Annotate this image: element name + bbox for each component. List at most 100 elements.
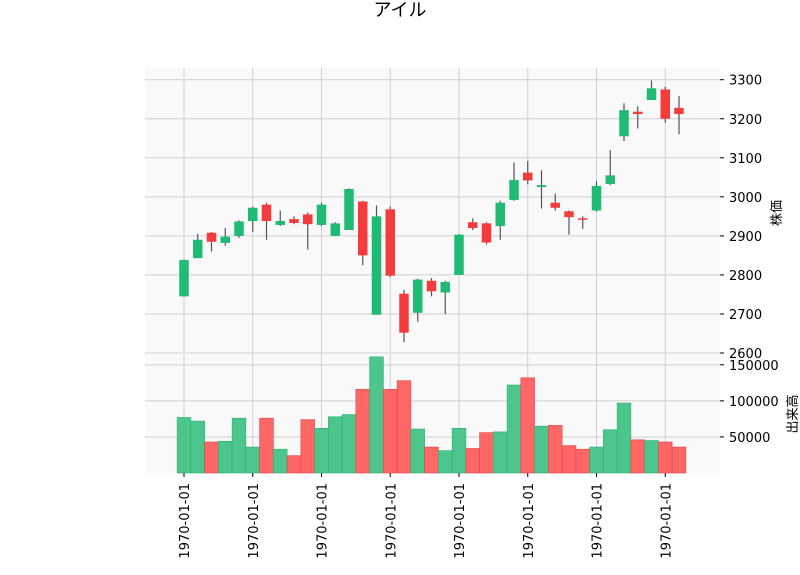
candle-body — [344, 189, 354, 231]
volume-bar — [603, 429, 618, 474]
candle-body — [206, 232, 217, 242]
volume-bar — [534, 425, 549, 474]
volume-bar — [438, 450, 453, 474]
volume-tick-label: 100000 — [729, 395, 779, 410]
volume-bar — [410, 428, 425, 474]
candle-body — [440, 281, 450, 293]
volume-bar — [341, 414, 357, 474]
volume-bar — [479, 432, 494, 474]
volume-bar — [273, 448, 288, 474]
volume-bar — [424, 446, 439, 474]
volume-bar — [493, 431, 508, 474]
date-tick-label: 1970-01-01 — [247, 483, 262, 559]
volume-bar — [383, 389, 398, 474]
candle-body — [179, 260, 189, 297]
volume-bar — [671, 446, 687, 474]
volume-bar — [204, 441, 219, 474]
date-tick-label: 1970-01-01 — [591, 483, 606, 559]
volume-axis-label: 出来高 — [785, 394, 800, 433]
price-tick-label: 2700 — [729, 308, 762, 323]
candle-body — [303, 214, 313, 225]
volume-bar — [176, 417, 192, 474]
volume-bar — [465, 448, 480, 474]
candle-body — [261, 204, 272, 222]
candle-body — [564, 211, 574, 218]
candle-body — [481, 223, 492, 243]
volume-bar — [369, 356, 384, 474]
volume-bar — [259, 417, 274, 474]
candle-body — [193, 239, 203, 259]
price-tick-label: 3000 — [729, 191, 762, 206]
date-tick-label: 1970-01-01 — [522, 483, 537, 559]
volume-bar — [286, 455, 302, 474]
volume-bar — [231, 417, 247, 474]
volume-bar — [644, 440, 659, 474]
candle-body — [413, 279, 423, 313]
candle-body — [633, 111, 643, 115]
volume-bar — [300, 419, 315, 474]
candle-body — [468, 222, 478, 229]
candle-body — [454, 234, 464, 275]
volume-bar — [658, 441, 673, 474]
candle-body — [619, 110, 629, 137]
volume-bar — [589, 446, 604, 474]
candle-body — [660, 89, 670, 119]
chart-title: アイル — [373, 0, 426, 21]
candle-body — [536, 185, 547, 188]
candle-body — [605, 175, 615, 184]
candle-body — [220, 236, 230, 243]
candle-body — [275, 221, 285, 225]
price-tick-label: 3100 — [729, 152, 762, 167]
volume-tick-label: 50000 — [729, 431, 770, 446]
volume-bar — [245, 446, 260, 474]
price-axis: 2600 2700 2800 2900 3000 3100 3200 3300 — [720, 74, 762, 362]
volume-bar — [561, 445, 577, 474]
volume-bar — [616, 402, 632, 474]
candle-body — [234, 221, 244, 236]
candle-body — [399, 293, 409, 333]
candle-body — [358, 201, 368, 256]
date-tick-label: 1970-01-01 — [453, 483, 468, 559]
candle-body — [289, 219, 299, 223]
volume-bar — [506, 384, 522, 474]
date-axis: 1970-01-01 1970-01-01 1970-01-01 1970-01-01… — [178, 473, 674, 559]
candle-body — [316, 204, 327, 225]
volume-bar — [548, 425, 563, 474]
price-tick-label: 3300 — [729, 74, 762, 89]
volume-bar — [451, 427, 467, 474]
candle-body — [509, 180, 519, 200]
candle-body — [523, 172, 533, 181]
volume-bar — [328, 416, 343, 474]
candle-body — [591, 185, 602, 211]
candle-body — [330, 223, 340, 236]
candle-body — [371, 216, 382, 315]
price-axis-label: 株価 — [770, 200, 785, 226]
price-tick-label: 3200 — [729, 113, 762, 128]
candle-body — [646, 88, 657, 101]
volume-axis: 50000 100000 150000 — [720, 359, 779, 446]
volume-bar — [520, 377, 535, 474]
date-tick-label: 1970-01-01 — [384, 483, 399, 559]
date-tick-label: 1970-01-01 — [178, 483, 193, 559]
volume-bar — [630, 439, 645, 474]
price-tick-label: 2800 — [729, 269, 762, 284]
price-panel-background — [145, 68, 720, 353]
candle-body — [578, 218, 588, 220]
candle-body — [248, 207, 258, 222]
candle-body — [495, 202, 505, 227]
volume-bar — [190, 420, 205, 474]
price-tick-label: 2900 — [729, 230, 762, 245]
price-candles — [179, 80, 684, 343]
candle-body — [385, 209, 395, 276]
volume-bar — [314, 427, 329, 474]
candle-body — [550, 202, 560, 208]
volume-bar — [396, 380, 412, 474]
volume-bar — [218, 440, 233, 474]
candle-body — [674, 107, 684, 115]
volume-bar — [575, 448, 590, 474]
date-tick-label: 1970-01-01 — [659, 483, 674, 559]
date-tick-label: 1970-01-01 — [316, 483, 331, 559]
volume-bar — [355, 389, 370, 474]
volume-tick-label: 150000 — [729, 359, 779, 374]
